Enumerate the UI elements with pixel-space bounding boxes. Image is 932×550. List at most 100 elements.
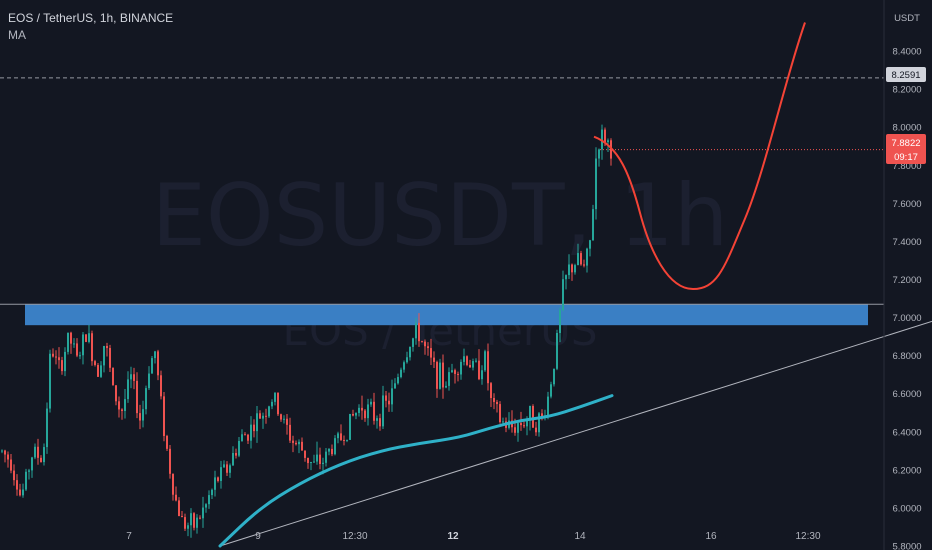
- dashed-level-value: 8.2591: [891, 70, 920, 81]
- price-tick-label: 5.8000: [892, 542, 921, 550]
- price-tick-label: 7.2000: [892, 275, 921, 286]
- candle-body: [265, 415, 267, 417]
- candle-body: [136, 380, 138, 414]
- time-axis[interactable]: 7 9 12:30 12 14 16 12:30: [126, 531, 821, 542]
- candle-body: [214, 477, 216, 490]
- projection-curve[interactable]: [593, 22, 806, 291]
- price-axis[interactable]: USDT 8.4000 8.2000 8.0000 7.8000 7.6000 7.400…: [892, 13, 921, 550]
- candle-body: [64, 351, 66, 372]
- candle-body: [169, 448, 171, 474]
- candle-body: [127, 379, 129, 400]
- candle-body: [346, 439, 348, 441]
- time-tick-label: 16: [705, 531, 717, 542]
- candle-body: [13, 470, 15, 481]
- countdown-value: 09:17: [894, 152, 918, 163]
- candle-body: [523, 425, 525, 427]
- candle-body: [121, 409, 123, 412]
- candle-body: [268, 406, 270, 417]
- candle-body: [217, 477, 219, 481]
- resistance-zone[interactable]: [25, 304, 868, 326]
- candle-body: [76, 343, 78, 356]
- symbol-line: EOS / TetherUS, 1h, BINANCE: [8, 11, 174, 25]
- candle-body: [91, 333, 93, 362]
- candle-body: [481, 370, 483, 380]
- candle-body: [286, 418, 288, 425]
- candle-body: [232, 453, 234, 466]
- candle-body: [418, 322, 420, 342]
- candle-body: [478, 360, 480, 380]
- candle-body: [487, 351, 489, 384]
- candle-body: [100, 365, 102, 377]
- price-tick-label: 6.6000: [892, 389, 921, 400]
- candle-body: [307, 457, 309, 464]
- candle-body: [532, 405, 534, 428]
- candle-body: [277, 392, 279, 415]
- candle-body: [517, 423, 519, 433]
- candle-body: [577, 253, 579, 266]
- candle-body: [247, 434, 249, 441]
- chart-legend: EOS / TetherUS, 1h, BINANCE MA: [8, 10, 173, 44]
- candle-body: [229, 465, 231, 473]
- trendline[interactable]: [219, 320, 932, 547]
- candle-body: [406, 357, 408, 363]
- candle-body: [58, 357, 60, 361]
- candle-body: [430, 348, 432, 358]
- price-tick-label: 6.8000: [892, 351, 921, 362]
- candle-body: [172, 473, 174, 495]
- candle-body: [301, 441, 303, 451]
- candle-body: [211, 489, 213, 496]
- candle-body: [553, 368, 555, 385]
- candle-body: [163, 396, 165, 436]
- candle-body: [463, 356, 465, 362]
- candle-body: [313, 461, 315, 463]
- price-tick-label: 6.2000: [892, 465, 921, 476]
- candle-body: [196, 517, 198, 528]
- candle-body: [190, 513, 192, 526]
- candle-body: [559, 310, 561, 333]
- candle-body: [280, 414, 282, 420]
- candle-body: [547, 396, 549, 416]
- moving-average-line[interactable]: [218, 394, 614, 548]
- candle-body: [586, 248, 588, 266]
- candle-body: [442, 362, 444, 388]
- price-tick-label: 8.2000: [892, 85, 921, 96]
- candle-body: [340, 433, 342, 440]
- candle-body: [160, 375, 162, 397]
- dashed-level-label: 8.2591: [886, 67, 926, 82]
- candle-body: [541, 413, 543, 417]
- candle-body: [238, 440, 240, 456]
- candle-body: [421, 341, 423, 343]
- candle-body: [205, 504, 207, 508]
- candle-body: [103, 345, 105, 366]
- candle-body: [400, 369, 402, 378]
- candle-body: [475, 360, 477, 362]
- candle-body: [178, 500, 180, 517]
- candle-body: [70, 332, 72, 344]
- candle-body: [550, 384, 552, 397]
- candle-body: [499, 404, 501, 423]
- candle-body: [259, 413, 261, 419]
- time-tick-label: 12:30: [795, 531, 820, 542]
- candle-body: [520, 423, 522, 426]
- candle-body: [28, 470, 30, 472]
- candle-body: [220, 467, 222, 481]
- candle-body: [445, 385, 447, 388]
- candle-body: [571, 264, 573, 273]
- candle-body: [460, 361, 462, 375]
- candle-body: [484, 351, 486, 371]
- candle-body: [16, 480, 18, 490]
- indicator-label: MA: [8, 28, 26, 42]
- candle-body: [574, 265, 576, 273]
- price-tick-label: 6.0000: [892, 503, 921, 514]
- price-tick-label: 7.4000: [892, 237, 921, 248]
- candle-body: [49, 353, 51, 409]
- candle-body: [19, 489, 21, 496]
- candle-body: [298, 441, 300, 445]
- last-price-label: 7.8822 09:17: [886, 134, 926, 164]
- candle-body: [112, 367, 114, 386]
- candle-body: [226, 464, 228, 473]
- candle-body: [454, 370, 456, 374]
- candle-body: [457, 373, 459, 375]
- last-price-value: 7.8822: [891, 138, 920, 149]
